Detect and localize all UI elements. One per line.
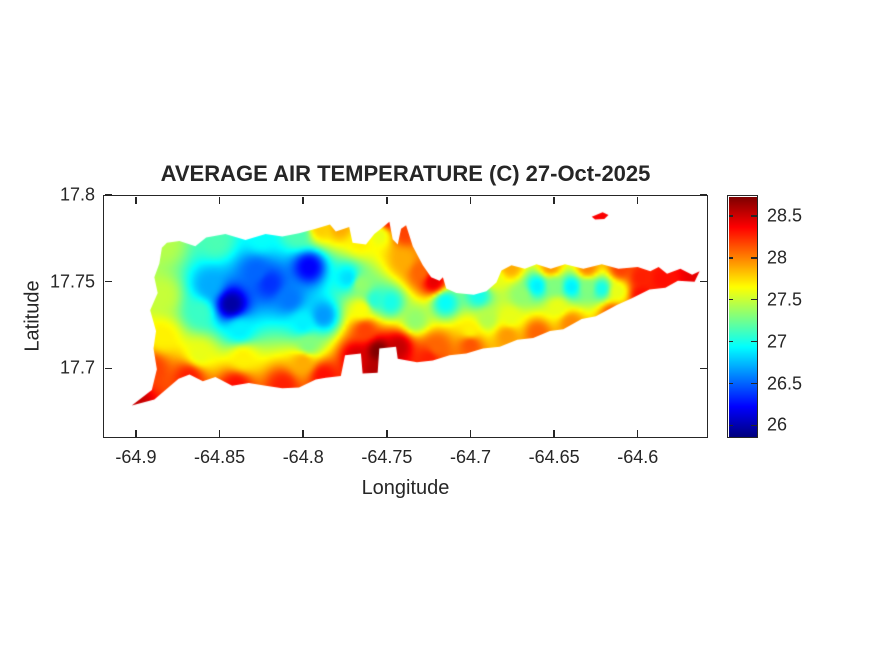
y-axis-tick [104,280,112,283]
y-axis-tick [104,194,112,196]
colorbar-tick-left [728,382,733,385]
x-axis-tick [469,196,472,204]
x-tick-label: -64.7 [449,447,491,467]
x-tick-label: -64.6 [617,447,659,467]
y-axis-tick-mirror [699,367,707,370]
x-axis-label: Longitude [361,477,450,499]
colorbar-tick-left [728,298,733,301]
x-axis-tick-mirror [386,429,388,437]
x-axis-tick [218,196,221,204]
colorbar-tick [750,382,757,385]
x-tick-label: -64.8 [282,447,324,467]
y-tick-label: 17.7 [59,357,95,378]
x-axis-tick-mirror [636,429,639,437]
colorbar-tick-label: 28 [767,247,788,268]
x-axis-tick-mirror [302,429,304,437]
colorbar-tick-left [728,257,733,259]
x-axis-tick [386,196,388,204]
temperature-map-canvas [103,195,708,438]
y-axis-tick-mirror [699,280,707,283]
x-axis-tick [553,196,555,204]
colorbar-gradient [728,196,757,437]
x-tick-label: -64.9 [115,447,157,467]
colorbar-tick [750,298,757,301]
colorbar-border [727,195,758,438]
x-axis-tick [636,196,639,204]
y-axis-tick-mirror [699,194,707,196]
chart-title: AVERAGE AIR TEMPERATURE (C) 27-Oct-2025 [160,161,651,186]
x-axis-tick [135,196,137,204]
y-tick-label: 17.75 [49,271,95,292]
x-axis-tick-mirror [135,429,137,437]
colorbar-tick-label: 27 [767,331,788,352]
colorbar-tick-left [728,340,733,343]
x-axis-tick-mirror [553,429,555,437]
colorbar-tick-label: 28.5 [767,205,803,226]
colorbar-tick-left [728,215,733,217]
x-tick-label: -64.85 [194,447,246,467]
x-tick-label: -64.75 [361,447,413,467]
colorbar-tick-label: 27.5 [767,289,803,310]
y-tick-label: 17.8 [59,184,95,205]
x-axis-tick-mirror [218,429,221,437]
x-axis-tick-mirror [469,429,472,437]
x-tick-label: -64.65 [528,447,580,467]
colorbar-tick [750,424,757,427]
colorbar-tick-label: 26.5 [767,373,803,394]
x-axis-tick [302,196,304,204]
y-axis-tick [104,367,112,370]
colorbar-tick [750,215,757,217]
colorbar-tick [750,340,757,343]
colorbar-tick-left [728,424,733,427]
colorbar-tick-label: 26 [767,414,788,435]
colorbar-tick [750,257,757,259]
